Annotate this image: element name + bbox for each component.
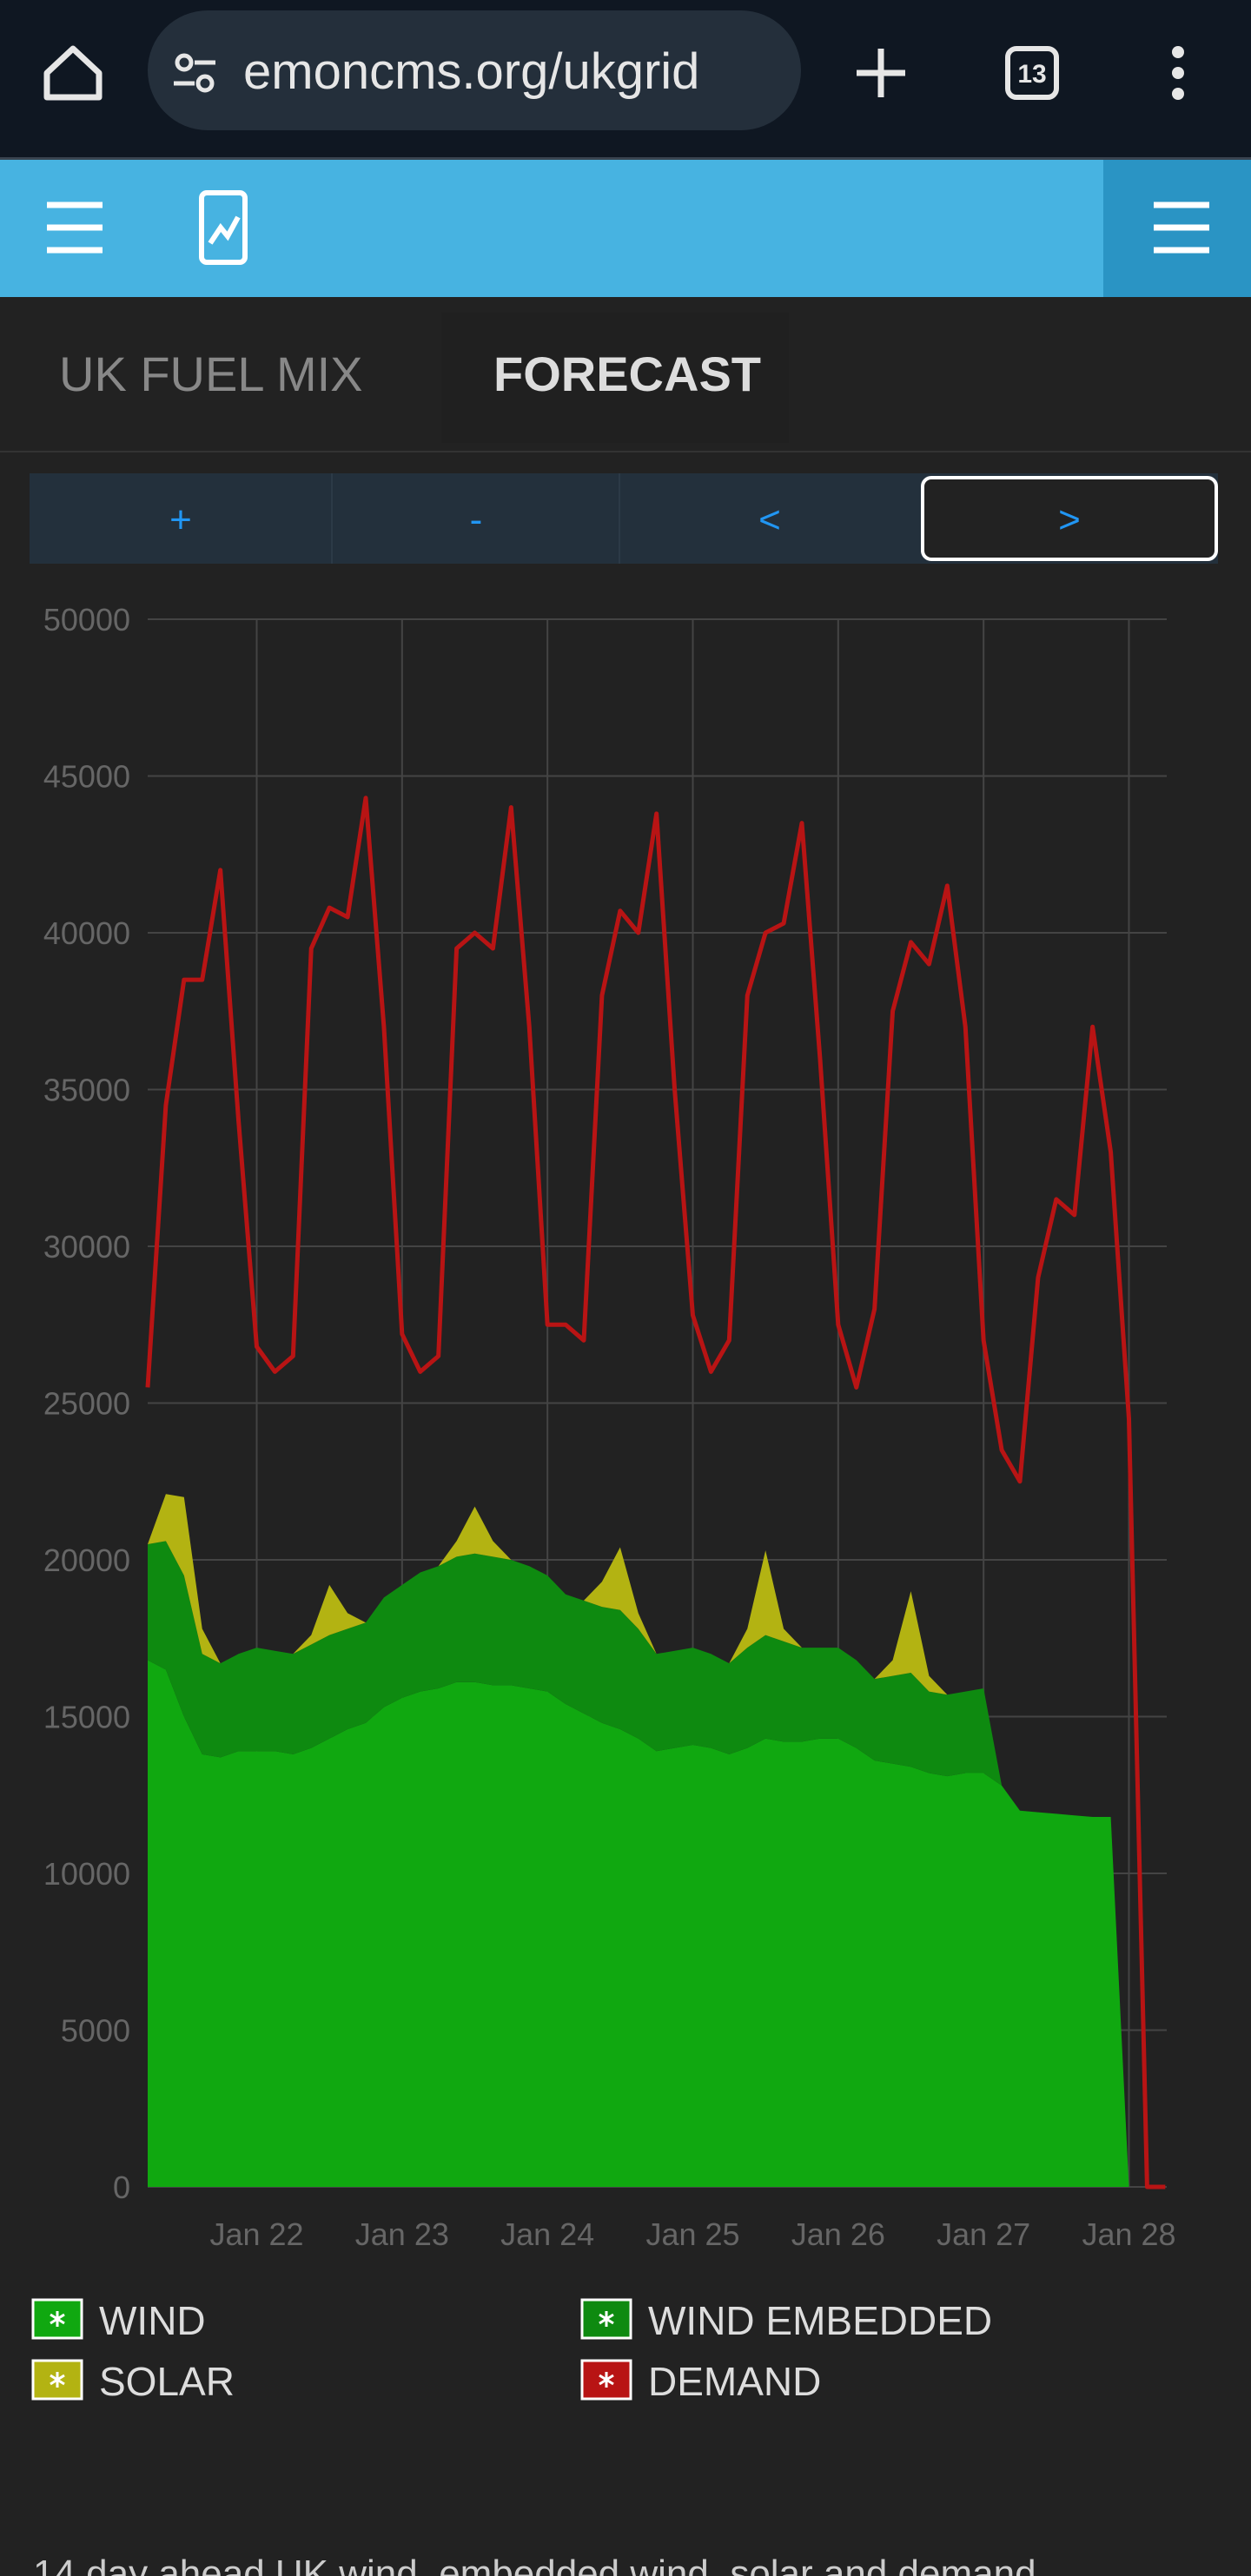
menu-button[interactable] <box>1172 46 1184 100</box>
nav-bar <box>0 160 1251 297</box>
divider <box>331 473 333 564</box>
description: 14 day ahead UK wind, embedded wind, sol… <box>33 2553 1036 2576</box>
y-tick-label: 30000 <box>43 1229 130 1265</box>
legend-label: WIND <box>99 2298 206 2343</box>
y-tick-label: 25000 <box>43 1386 130 1422</box>
legend-star <box>50 2374 65 2386</box>
home-button[interactable] <box>43 45 103 101</box>
area <box>148 1660 1166 2187</box>
x-tick-label: Jan 28 <box>1082 2216 1175 2252</box>
hamburger-icon[interactable] <box>1154 201 1209 254</box>
site-settings-icon[interactable] <box>174 53 215 93</box>
legend-star <box>599 2374 614 2386</box>
y-tick-label: 5000 <box>61 2013 130 2049</box>
legend-star <box>50 2313 65 2325</box>
tab-count: 13 <box>1017 60 1046 89</box>
button[interactable]: + <box>169 499 192 541</box>
x-tick-label: Jan 26 <box>791 2216 885 2252</box>
area <box>148 1494 1166 2187</box>
y-tick-label: 50000 <box>43 602 130 637</box>
tab[interactable]: UK FUEL MIX <box>59 347 363 401</box>
chart: 0 5000 10000 15000 20000 25000 30000 35000 40000… <box>31 602 1176 2404</box>
x-tick-label: Jan 27 <box>937 2216 1030 2252</box>
legend-star <box>599 2313 614 2325</box>
url[interactable]: emoncms.org/ukgrid <box>243 43 699 100</box>
address-bar[interactable] <box>148 10 801 130</box>
x-tick-label: Jan 22 <box>209 2216 303 2252</box>
y-tick-label: 15000 <box>43 1700 130 1735</box>
x-tick-label: Jan 25 <box>645 2216 739 2252</box>
x-tick-label: Jan 23 <box>355 2216 449 2252</box>
app-icon[interactable] <box>199 190 248 265</box>
y-tick-label: 35000 <box>43 1073 130 1108</box>
divider <box>619 473 620 564</box>
legend-label: WIND EMBEDDED <box>648 2298 992 2343</box>
x-tick-label: Jan 24 <box>500 2216 594 2252</box>
y-tick-label: 20000 <box>43 1542 130 1578</box>
y-tick-label: 45000 <box>43 759 130 795</box>
new-tab-button[interactable] <box>857 49 905 97</box>
y-tick-label: 40000 <box>43 915 130 951</box>
active-tab[interactable] <box>441 313 789 443</box>
button[interactable]: - <box>470 499 483 541</box>
line <box>145 796 1166 2190</box>
y-tick-label: 10000 <box>43 1856 130 1892</box>
button[interactable]: > <box>1058 499 1081 541</box>
legend-label: DEMAND <box>648 2359 821 2404</box>
divider <box>0 451 1251 452</box>
y-tick-label: 0 <box>113 2170 130 2205</box>
button[interactable]: < <box>758 499 781 541</box>
tab[interactable]: FORECAST <box>493 347 761 401</box>
selected-button[interactable] <box>921 476 1218 561</box>
divider <box>0 157 1251 160</box>
tab-switcher[interactable] <box>1005 46 1059 100</box>
legend-label: SOLAR <box>99 2359 235 2404</box>
area <box>148 1541 1166 2187</box>
hamburger-icon[interactable] <box>47 201 103 254</box>
